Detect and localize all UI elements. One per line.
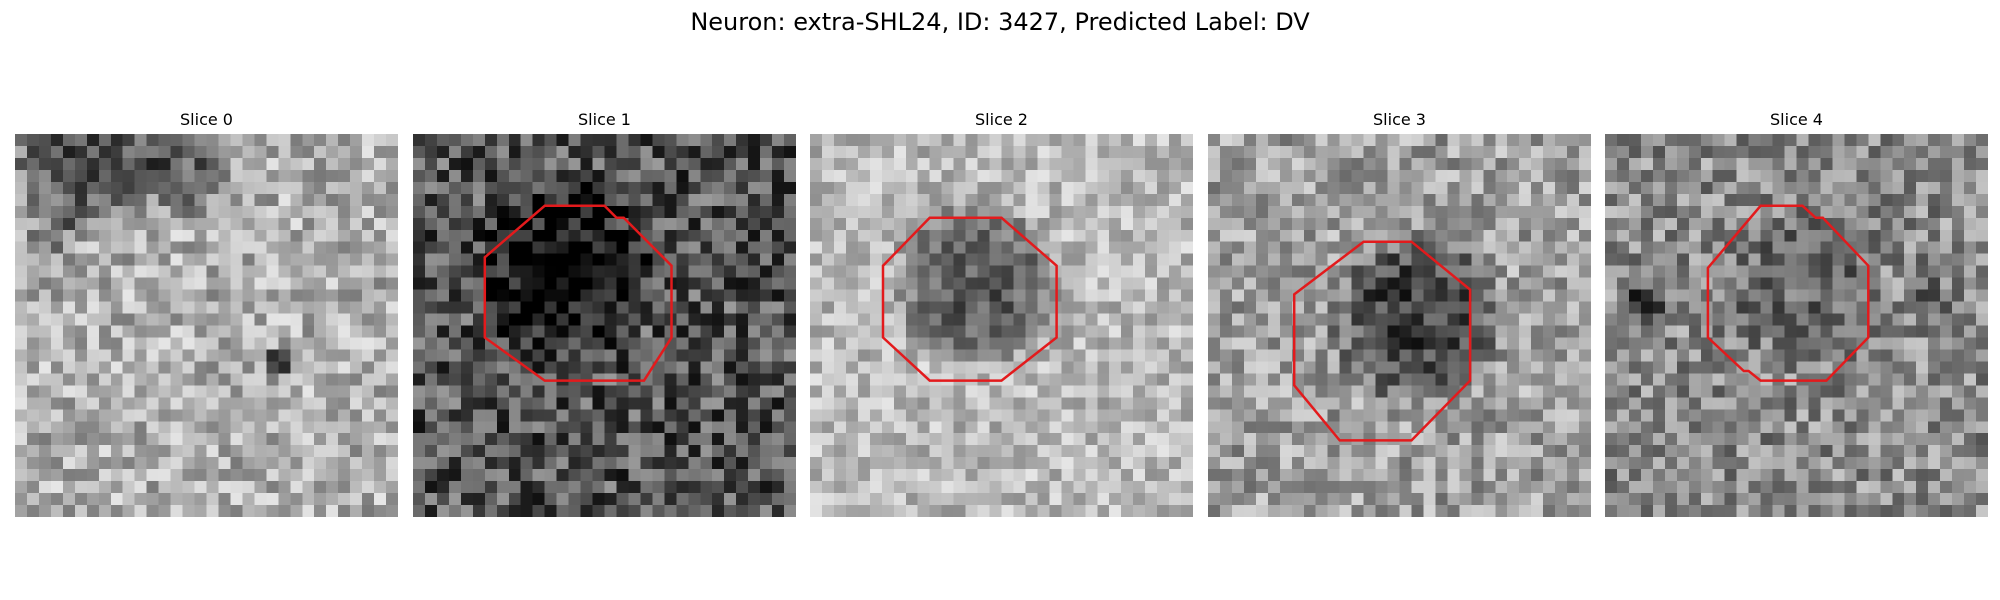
slice-pixels bbox=[1208, 134, 1591, 517]
roi-outline-layer bbox=[1292, 240, 1472, 442]
slice-pixels bbox=[15, 134, 398, 517]
roi-outline-layer bbox=[881, 216, 1058, 382]
slice-title: Slice 2 bbox=[975, 110, 1028, 129]
slice-panel-0: Slice 0 bbox=[15, 108, 398, 517]
slice-pixels bbox=[810, 134, 1193, 517]
slice-panel-4: Slice 4 bbox=[1605, 108, 1988, 517]
slice-panel-1: Slice 1 bbox=[413, 108, 796, 517]
roi-outline bbox=[881, 216, 1058, 382]
slice-image bbox=[810, 134, 1193, 517]
roi-outline-layer bbox=[483, 204, 673, 382]
figure-title: Neuron: extra-SHL24, ID: 3427, Predicted… bbox=[690, 8, 1310, 36]
slice-image bbox=[1605, 134, 1988, 517]
slice-title: Slice 4 bbox=[1770, 110, 1823, 129]
slice-panel-3: Slice 3 bbox=[1208, 108, 1591, 517]
roi-outline-layer bbox=[15, 134, 398, 517]
slice-image bbox=[1208, 134, 1591, 517]
slice-pixels bbox=[1605, 134, 1988, 517]
roi-outline-layer bbox=[1706, 204, 1870, 382]
slice-image bbox=[413, 134, 796, 517]
roi-outline bbox=[483, 204, 673, 382]
slice-title: Slice 0 bbox=[180, 110, 233, 129]
roi-outline bbox=[1292, 240, 1472, 442]
slice-title: Slice 1 bbox=[578, 110, 631, 129]
slice-pixels bbox=[413, 134, 796, 517]
slice-panel-2: Slice 2 bbox=[810, 108, 1193, 517]
slice-image bbox=[15, 134, 398, 517]
slice-title: Slice 3 bbox=[1373, 110, 1426, 129]
roi-outline bbox=[1706, 204, 1870, 382]
